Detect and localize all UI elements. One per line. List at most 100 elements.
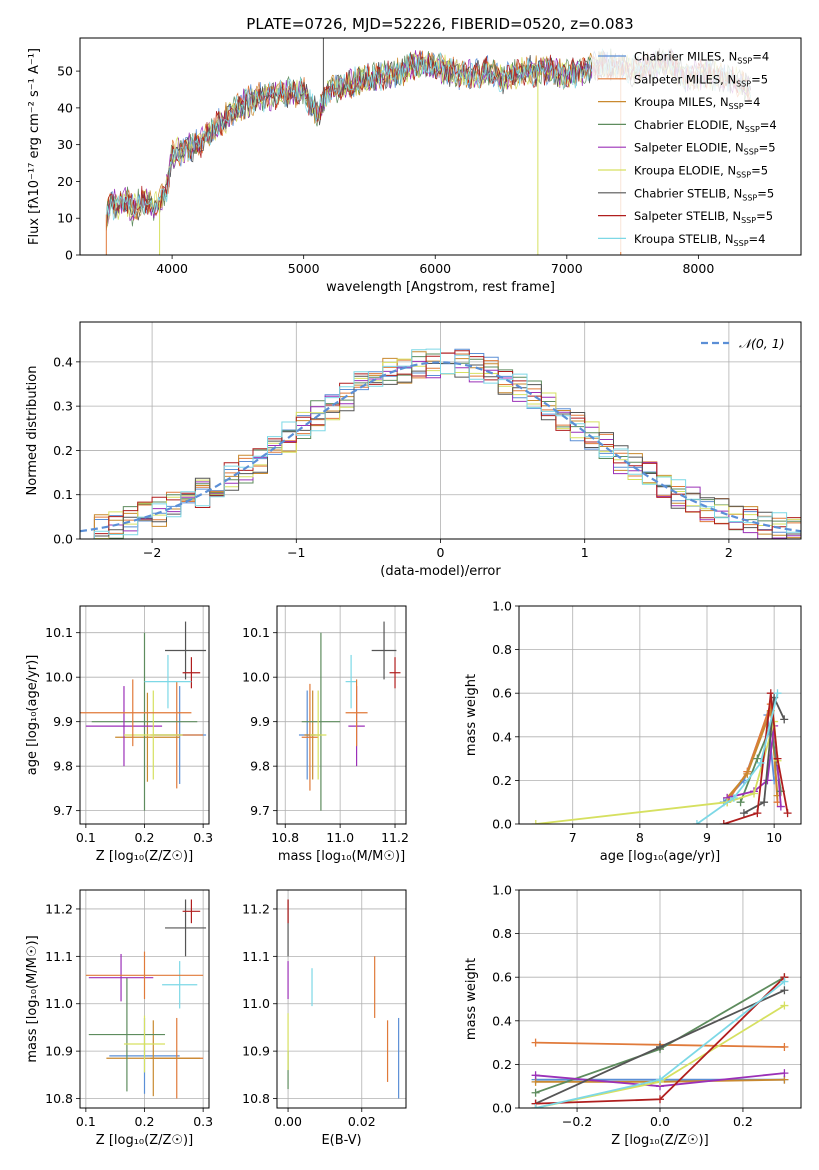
- axes-age_vs_Z: 0.1 0.2 0.3 9.7 9.8 9.9 10.0 10.1 Z [log₁₀(Z/Z☉)…: [25, 605, 213, 864]
- y-tick-label: 10.0: [242, 670, 270, 685]
- y-tick-label: 9.9: [53, 714, 73, 729]
- legend-entry: Chabrier MILES, NSSP=4: [634, 50, 769, 66]
- x-tick-label: 6000: [419, 261, 451, 276]
- mass-weight-point: [780, 977, 789, 986]
- x-tick-label: −1: [287, 545, 305, 560]
- mass-weight-point: [531, 1038, 540, 1047]
- error-point: [371, 621, 397, 680]
- x-tick-label: 7: [569, 830, 577, 845]
- x-axis-label: Z [log₁₀(Z/Z☉)]: [96, 849, 193, 864]
- x-tick-label: 0: [437, 545, 445, 560]
- x-tick-label: 8: [636, 830, 644, 845]
- error-point: [106, 1020, 201, 1097]
- error-point: [301, 632, 341, 811]
- x-tick-label: −2: [143, 545, 161, 560]
- plot-area-age_vs_mass: [298, 621, 401, 811]
- error-point: [144, 654, 192, 709]
- y-tick-label: 11.0: [242, 996, 270, 1011]
- y-tick-label: 30: [57, 137, 73, 152]
- plot-area-mass_vs_ebv: [287, 899, 400, 1099]
- x-axis-label: wavelength [Angstrom, rest frame]: [326, 280, 555, 295]
- error-point: [162, 961, 198, 1009]
- legend-entry: Chabrier STELIB, NSSP=5: [634, 186, 774, 202]
- y-tick-label: 0.4: [53, 354, 73, 369]
- y-tick-label: 10.1: [45, 625, 73, 640]
- figure-title: PLATE=0726, MJD=52226, FIBERID=0520, z=0…: [246, 15, 633, 33]
- mass-weight-point: [750, 789, 758, 798]
- x-tick-label: 4000: [156, 261, 188, 276]
- x-tick-label: 1: [581, 545, 589, 560]
- mass-weight-line: [696, 692, 779, 824]
- legend-entry: Salpeter ELODIE, NSSP=5: [634, 141, 776, 157]
- axes-mass_weight_vs_age: 7 8 9 10 0.0 0.2 0.4 0.6 0.8 1.0 age [log₁₀(age/yr…: [464, 599, 802, 864]
- mass-weight-point: [756, 758, 765, 767]
- error-point: [80, 679, 192, 747]
- axes-frame: [276, 605, 407, 825]
- plot-area-mass_weight_vs_age: [531, 689, 792, 824]
- legend-entry: Salpeter STELIB, NSSP=5: [634, 209, 773, 225]
- x-tick-label: 10.8: [271, 830, 299, 845]
- error-point: [85, 686, 163, 767]
- y-tick-label: 0.0: [492, 1101, 512, 1116]
- y-tick-label: 11.2: [242, 901, 270, 916]
- x-tick-label: 0.02: [348, 1114, 376, 1129]
- x-tick-label: 7000: [551, 261, 583, 276]
- error-point: [123, 690, 183, 780]
- mass-weight-point: [736, 798, 745, 807]
- y-tick-label: 11.2: [45, 901, 73, 916]
- error-point: [123, 1015, 166, 1073]
- y-tick-label: 9.8: [250, 759, 270, 774]
- axes-frame: [518, 605, 802, 825]
- x-axis-label: Z [log₁₀(Z/Z☉)]: [611, 1133, 708, 1148]
- x-tick-label: 0.00: [274, 1114, 302, 1129]
- y-tick-label: 10: [57, 211, 73, 226]
- x-tick-label: −0.2: [562, 1114, 592, 1129]
- y-tick-label: 11.0: [45, 996, 73, 1011]
- mass-weight-point: [783, 809, 792, 818]
- legend-entry: Kroupa MILES, NSSP=4: [634, 95, 760, 111]
- error-point: [88, 953, 154, 1002]
- y-tick-label: 0.8: [492, 642, 512, 657]
- y-tick-label: 10.9: [45, 1044, 73, 1059]
- y-tick-label: 0.6: [492, 686, 512, 701]
- y-tick-label: 0.2: [492, 1057, 512, 1072]
- y-axis-label: Flux [fλ10⁻¹⁷ erg cm⁻² s⁻¹ A⁻¹]: [27, 48, 42, 245]
- x-axis-label: age [log₁₀(age/yr)]: [600, 849, 721, 864]
- y-axis-label: mass [log₁₀(M/M☉)]: [25, 935, 40, 1062]
- plot-area-age_vs_Z: [80, 621, 207, 811]
- x-axis-label: (data-model)/error: [380, 564, 501, 579]
- x-axis-label: Z [log₁₀(Z/Z☉)]: [96, 1133, 193, 1148]
- spectrum-legend: Chabrier MILES, NSSP=4 Salpeter MILES, NS…: [592, 44, 796, 252]
- axes-mass_weight_vs_Z: −0.2 0.0 0.2 0.0 0.2 0.4 0.6 0.8 1.0 Z [log₁₀(Z/Z…: [464, 883, 802, 1148]
- x-tick-label: 9: [703, 830, 711, 845]
- x-tick-label: 0.1: [76, 830, 96, 845]
- mass-weight-point: [780, 1042, 789, 1051]
- y-tick-label: 10.8: [242, 1091, 270, 1106]
- x-tick-label: 0.2: [135, 1114, 155, 1129]
- y-tick-label: 11.1: [45, 949, 73, 964]
- y-tick-label: 9.8: [53, 759, 73, 774]
- mass-weight-point: [531, 1088, 540, 1097]
- mass-weight-point: [729, 793, 738, 802]
- legend-entry: 𝒩(0, 1): [739, 336, 785, 351]
- mass-weight-point: [763, 776, 772, 785]
- x-tick-label: 0.1: [76, 1114, 96, 1129]
- error-point: [301, 683, 319, 791]
- y-tick-label: 9.7: [53, 803, 73, 818]
- y-tick-label: 0.1: [53, 487, 73, 502]
- x-tick-label: 0.2: [135, 830, 155, 845]
- error-point: [85, 951, 204, 999]
- axes-frame: [276, 889, 407, 1109]
- error-point: [345, 679, 368, 747]
- y-tick-label: 10.1: [242, 625, 270, 640]
- mass-weight-point: [531, 820, 540, 824]
- error-point: [182, 899, 201, 924]
- x-tick-label: 0.2: [733, 1114, 753, 1129]
- y-tick-label: 10.0: [45, 670, 73, 685]
- x-tick-label: 11.2: [381, 830, 409, 845]
- mass-weight-point: [780, 986, 789, 995]
- mass-weight-point: [780, 1069, 789, 1078]
- y-tick-label: 9.9: [250, 714, 270, 729]
- y-tick-label: 20: [57, 174, 73, 189]
